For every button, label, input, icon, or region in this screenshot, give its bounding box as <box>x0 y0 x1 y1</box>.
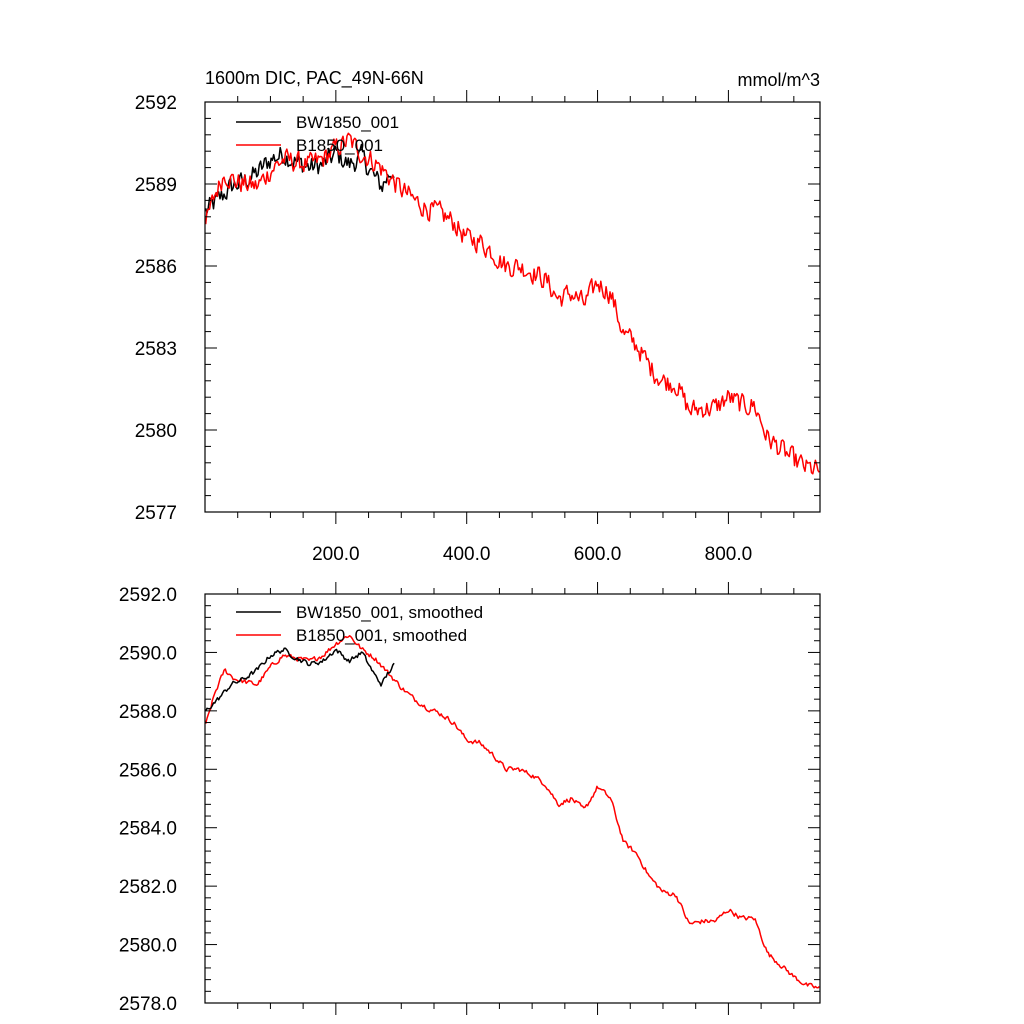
x-tick-label: 400.0 <box>443 544 491 565</box>
y-tick-label: 2584.0 <box>119 819 177 840</box>
chart-units: mmol/m^3 <box>738 70 820 90</box>
y-tick-label: 2589 <box>135 175 177 196</box>
top-chart-panel: 1600m DIC, PAC_49N-66N mmol/m^3 2577 2580… <box>135 68 821 565</box>
y-tick-label: 2592 <box>135 93 177 114</box>
y-tick-label: 2590.0 <box>119 643 177 664</box>
x-tick-label: 800.0 <box>705 544 753 565</box>
y-tick-label: 2580 <box>135 421 177 442</box>
legend-label-b1850-smoothed: B1850_001, smoothed <box>296 626 467 645</box>
top-series-layer <box>205 132 820 475</box>
top-tick-layer: 2577 2580 2583 2586 2589 2592 200.0 400.0 600.0 8… <box>135 90 820 565</box>
y-tick-label: 2583 <box>135 339 177 360</box>
chart-title: 1600m DIC, PAC_49N-66N <box>205 68 424 89</box>
bottom-plot-frame <box>204 593 821 1004</box>
top-plot-frame <box>204 101 821 513</box>
y-tick-label: 2592.0 <box>119 585 177 606</box>
x-tick-label: 600.0 <box>574 544 622 565</box>
bottom-chart-panel: 2578.0 2580.0 2582.0 2584.0 2586.0 2588.0 2590… <box>119 582 821 1015</box>
legend-label-bw1850-smoothed: BW1850_001, smoothed <box>296 603 483 622</box>
y-tick-label: 2586.0 <box>119 760 177 781</box>
series-line-b1850-001-smoothed <box>205 635 820 989</box>
y-tick-label: 2582.0 <box>119 877 177 898</box>
y-tick-label: 2586 <box>135 257 177 278</box>
top-legend: BW1850_001 B1850_001 <box>236 113 399 155</box>
y-tick-label: 2577 <box>135 503 177 524</box>
series-line-b1850-001 <box>205 132 820 475</box>
legend-label-b1850: B1850_001 <box>296 136 383 155</box>
y-tick-label: 2588.0 <box>119 702 177 723</box>
x-tick-label: 200.0 <box>312 544 360 565</box>
y-tick-label: 2580.0 <box>119 936 177 957</box>
y-tick-label: 2578.0 <box>119 994 177 1015</box>
bottom-series-layer <box>205 635 820 989</box>
bottom-legend: BW1850_001, smoothed B1850_001, smoothed <box>236 603 483 645</box>
bottom-tick-layer: 2578.0 2580.0 2582.0 2584.0 2586.0 2588.0 2590… <box>119 582 820 1015</box>
series-line-bw1850-001-smoothed <box>205 647 395 712</box>
legend-label-bw1850: BW1850_001 <box>296 113 399 132</box>
